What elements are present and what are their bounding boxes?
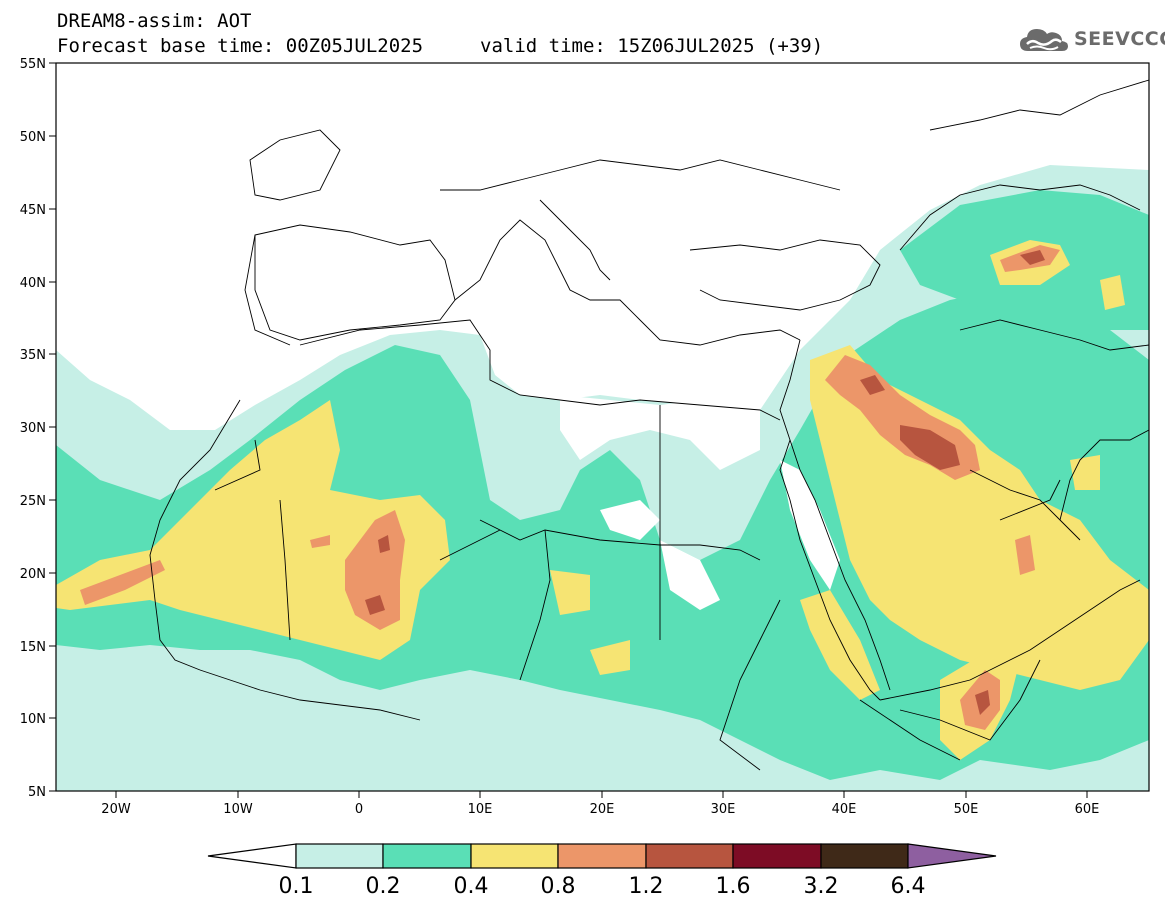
lat-label: 5N (28, 785, 46, 800)
lat-label: 25N (20, 494, 46, 509)
colorbar-label: 6.4 (891, 874, 926, 899)
lat-label: 20N (20, 567, 46, 582)
lat-label: 35N (20, 348, 46, 363)
aot-field (56, 79, 1149, 791)
colorbar-swatch (645, 843, 734, 869)
colorbar-label: 3.2 (804, 874, 839, 899)
colorbar-label: 0.2 (366, 874, 401, 899)
aot-level-1.2 (365, 250, 1045, 715)
lat-label: 50N (20, 130, 46, 145)
lat-label: 45N (20, 203, 46, 218)
colorbar-labels: 0.1 0.2 0.4 0.8 1.2 1.6 3.2 6.4 (279, 874, 926, 899)
colorbar-swatch (295, 843, 384, 869)
seevccc-logo: SEEVCCC (1018, 24, 1165, 54)
lat-label: 40N (20, 276, 46, 291)
lat-label: 55N (20, 57, 46, 72)
logo-text: SEEVCCC (1074, 28, 1165, 50)
forecast-base-time: Forecast base time: 00Z05JUL2025 (57, 35, 424, 57)
map-title: DREAM8-assim: AOT (57, 10, 252, 32)
valid-time: valid time: 15Z06JUL2025 (+39) (480, 35, 824, 57)
longitude-labels: 20W 10W 0 10E 20E 30E 40E 50E 60E (101, 802, 1099, 817)
lon-label: 60E (1075, 802, 1100, 817)
colorbar-label: 0.1 (279, 874, 314, 899)
lon-label: 30E (711, 802, 736, 817)
lat-label: 30N (20, 421, 46, 436)
lon-label: 10E (468, 802, 493, 817)
lat-label: 15N (20, 640, 46, 655)
lon-label: 0 (355, 802, 363, 817)
cloud-icon (1020, 29, 1068, 51)
colorbar-swatch (382, 843, 472, 869)
lon-label: 10W (223, 802, 253, 817)
colorbar-label: 0.8 (541, 874, 576, 899)
colorbar-label: 1.2 (629, 874, 664, 899)
colorbar-swatch (732, 843, 822, 869)
lon-label: 20W (101, 802, 131, 817)
lon-label: 40E (832, 802, 857, 817)
coastlines (149, 79, 1149, 771)
colorbar-label: 1.6 (716, 874, 751, 899)
colorbar-swatch (470, 843, 559, 869)
colorbar-swatch (557, 843, 647, 869)
latitude-labels: 55N 50N 45N 40N 35N 30N 25N 20N 15N 10N … (20, 57, 46, 800)
lat-label: 10N (20, 712, 46, 727)
colorbar (207, 843, 997, 869)
lon-label: 50E (954, 802, 979, 817)
tick-marks (49, 62, 1088, 798)
colorbar-lower-arrow (207, 843, 297, 869)
lon-label: 20E (590, 802, 615, 817)
colorbar-label: 0.4 (454, 874, 489, 899)
colorbar-upper-arrow (907, 843, 997, 869)
colorbar-swatch (820, 843, 909, 869)
